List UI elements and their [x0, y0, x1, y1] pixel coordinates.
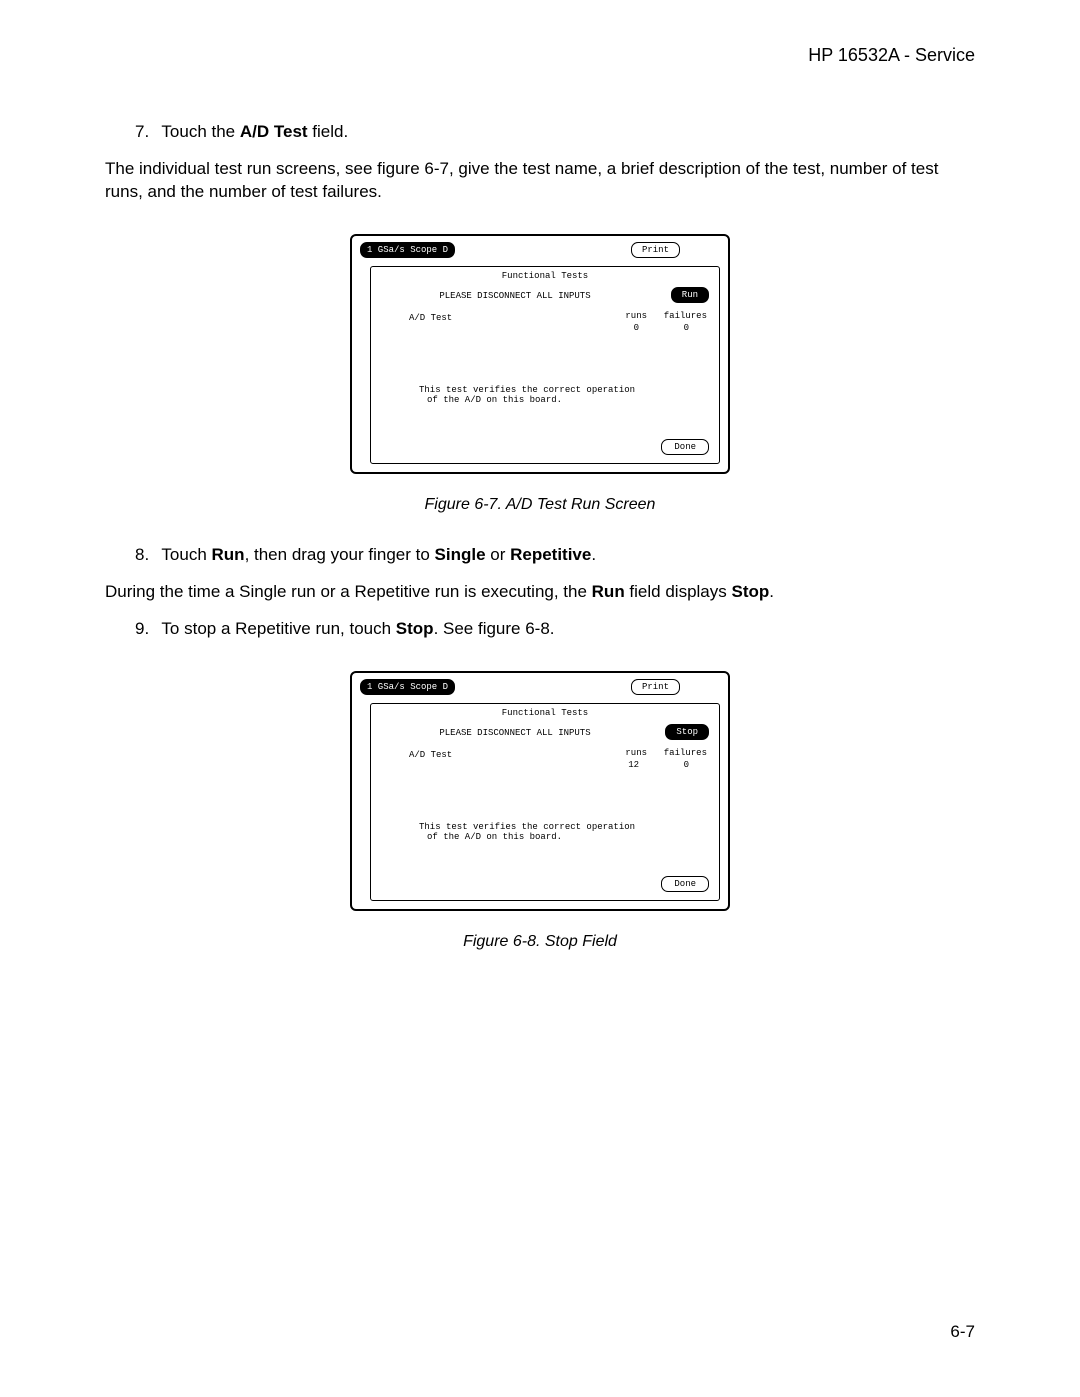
runs-value: 0 [634, 323, 639, 333]
test-name-label: A/D Test [409, 313, 452, 323]
runs-label: runs [625, 748, 647, 758]
step-7-text-post: field. [308, 122, 349, 141]
step-8-t3: or [486, 545, 511, 564]
header-title: HP 16532A - Service [105, 45, 975, 66]
done-button[interactable]: Done [661, 439, 709, 455]
step-7: 7. Touch the A/D Test field. [105, 121, 975, 144]
print-button[interactable]: Print [631, 679, 680, 695]
paragraph-1: The individual test run screens, see fig… [105, 158, 975, 204]
step-8-t4: . [591, 545, 596, 564]
page-number: 6-7 [950, 1322, 975, 1342]
para2-b1: Run [592, 582, 625, 601]
stop-button[interactable]: Stop [665, 724, 709, 740]
scope-screen-run: 1 GSa/s Scope D Print Functional Tests P… [350, 234, 730, 474]
done-button[interactable]: Done [661, 876, 709, 892]
scope-topbar: 1 GSa/s Scope D Print [360, 679, 720, 697]
para2-t1: During the time a Single run or a Repeti… [105, 582, 592, 601]
step-number: 7. [135, 121, 157, 144]
step-8: 8. Touch Run, then drag your finger to S… [105, 544, 975, 567]
step-number: 8. [135, 544, 157, 567]
step-7-bold: A/D Test [240, 122, 308, 141]
test-description-line-1: This test verifies the correct operation [419, 822, 635, 832]
disconnect-warning: PLEASE DISCONNECT ALL INPUTS [371, 728, 659, 738]
functional-tests-title: Functional Tests [371, 708, 719, 718]
page: HP 16532A - Service 7. Touch the A/D Tes… [0, 0, 1080, 1397]
scope-screen-stop: 1 GSa/s Scope D Print Functional Tests P… [350, 671, 730, 911]
runs-value: 12 [628, 760, 639, 770]
step-9: 9. To stop a Repetitive run, touch Stop.… [105, 618, 975, 641]
step-8-t1: Touch [161, 545, 211, 564]
disconnect-warning: PLEASE DISCONNECT ALL INPUTS [371, 291, 659, 301]
failures-value: 0 [684, 760, 689, 770]
figure-6-8: 1 GSa/s Scope D Print Functional Tests P… [105, 671, 975, 951]
failures-label: failures [664, 748, 707, 758]
para2-t3: . [769, 582, 774, 601]
scope-inner-panel: Functional Tests PLEASE DISCONNECT ALL I… [370, 266, 720, 464]
test-description-line-2: of the A/D on this board. [427, 832, 562, 842]
scope-id-button[interactable]: 1 GSa/s Scope D [360, 242, 455, 258]
test-name-label: A/D Test [409, 750, 452, 760]
test-description-line-1: This test verifies the correct operation [419, 385, 635, 395]
scope-id-button[interactable]: 1 GSa/s Scope D [360, 679, 455, 695]
scope-topbar: 1 GSa/s Scope D Print [360, 242, 720, 260]
figure-6-7: 1 GSa/s Scope D Print Functional Tests P… [105, 234, 975, 514]
step-7-text-pre: Touch the [161, 122, 239, 141]
step-number: 9. [135, 618, 157, 641]
step-9-b1: Stop [396, 619, 434, 638]
step-9-t2: . See figure 6-8. [434, 619, 555, 638]
paragraph-2: During the time a Single run or a Repeti… [105, 581, 975, 604]
step-8-b1: Run [212, 545, 245, 564]
para2-b2: Stop [731, 582, 769, 601]
failures-value: 0 [684, 323, 689, 333]
failures-label: failures [664, 311, 707, 321]
test-description-line-2: of the A/D on this board. [427, 395, 562, 405]
figure-6-7-caption: Figure 6-7. A/D Test Run Screen [425, 496, 656, 514]
figure-6-8-caption: Figure 6-8. Stop Field [463, 933, 617, 951]
print-button[interactable]: Print [631, 242, 680, 258]
step-8-b3: Repetitive [510, 545, 591, 564]
functional-tests-title: Functional Tests [371, 271, 719, 281]
runs-label: runs [625, 311, 647, 321]
run-button[interactable]: Run [671, 287, 709, 303]
step-8-b2: Single [435, 545, 486, 564]
step-9-t1: To stop a Repetitive run, touch [161, 619, 395, 638]
step-8-t2: , then drag your finger to [245, 545, 435, 564]
para2-t2: field displays [625, 582, 732, 601]
scope-inner-panel: Functional Tests PLEASE DISCONNECT ALL I… [370, 703, 720, 901]
